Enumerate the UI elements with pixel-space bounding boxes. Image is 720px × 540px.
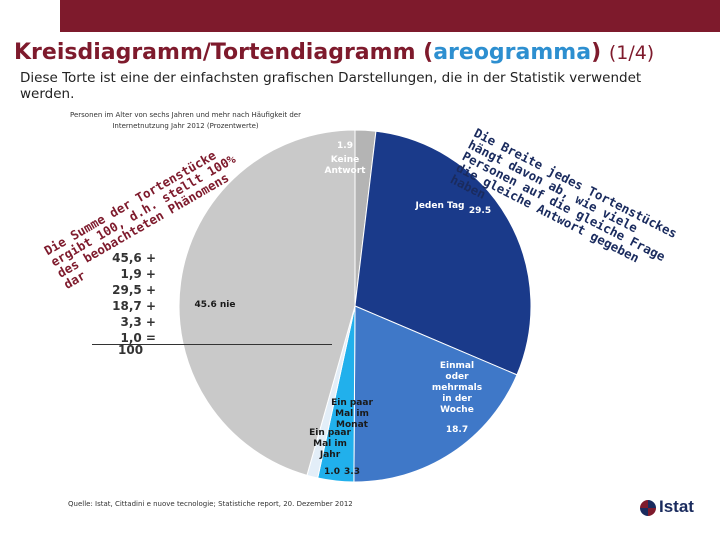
slice-name: Ein paar [309, 428, 351, 438]
slice-name: Keine [331, 155, 360, 165]
slice-name: mehrmals [432, 383, 482, 393]
slice-name: Mal im [335, 409, 369, 419]
sum-line: 45,6 + [112, 251, 156, 265]
istat-logo: Istat [640, 497, 694, 517]
pie-slices [178, 129, 532, 483]
slice-label: 45.6 nie [195, 300, 236, 310]
header-bar [0, 0, 720, 32]
slice-value: 1.9 [337, 141, 353, 151]
sum-line: 18,7 + [112, 299, 156, 313]
pie-slice [178, 129, 356, 476]
slice-name: Monat [336, 420, 369, 430]
chart-subtitle: Personen im Alter von sechs Jahren und m… [70, 111, 301, 130]
slice-name: oder [445, 372, 469, 382]
sum-rule [92, 344, 332, 345]
sum-line: 1,9 + [120, 267, 157, 281]
slice-value: 29.5 [469, 206, 491, 216]
slice-name: Mal im [313, 439, 347, 449]
pie-slice [353, 305, 518, 483]
slice-name: Einmal [440, 361, 474, 371]
title-main: Kreisdiagramm/Tortendiagramm ( [14, 40, 434, 65]
slice-name: Antwort [325, 166, 367, 176]
pie-slice [354, 130, 532, 376]
slice-value: 3.3 [344, 467, 360, 477]
logo-text: Istat [659, 497, 694, 516]
slice-name: Jahr [319, 450, 341, 460]
slice-value: 18.7 [446, 425, 468, 435]
title-highlight: areogramma [433, 40, 592, 65]
slice-name: Ein paar [331, 398, 373, 408]
slice-value: 1.0 [324, 467, 340, 477]
sum-line: 3,3 + [120, 315, 157, 329]
sum-lines: 45,6 + 1,9 + 29,5 + 18,7 + 3,3 + 1,0 = [112, 250, 156, 346]
slice-name: Woche [440, 405, 474, 415]
sum-line: 29,5 + [112, 283, 156, 297]
slice-name: Jeden Tag [414, 201, 464, 211]
source-note: Quelle: Istat, Cittadini e nuove tecnolo… [68, 500, 353, 508]
title-close: ) [591, 40, 602, 65]
page-indicator: (1/4) [608, 42, 655, 64]
sum-line: 1,0 = [120, 331, 157, 345]
intro-text: Diese Torte ist eine der einfachsten gra… [20, 70, 642, 102]
header-bar-gap [0, 0, 60, 32]
slice-name: in der [442, 394, 472, 404]
slide-title: Kreisdiagramm/Tortendiagramm (areogramma… [14, 40, 654, 65]
sum-total: 100 [118, 343, 144, 357]
istat-logo-icon [640, 499, 656, 516]
